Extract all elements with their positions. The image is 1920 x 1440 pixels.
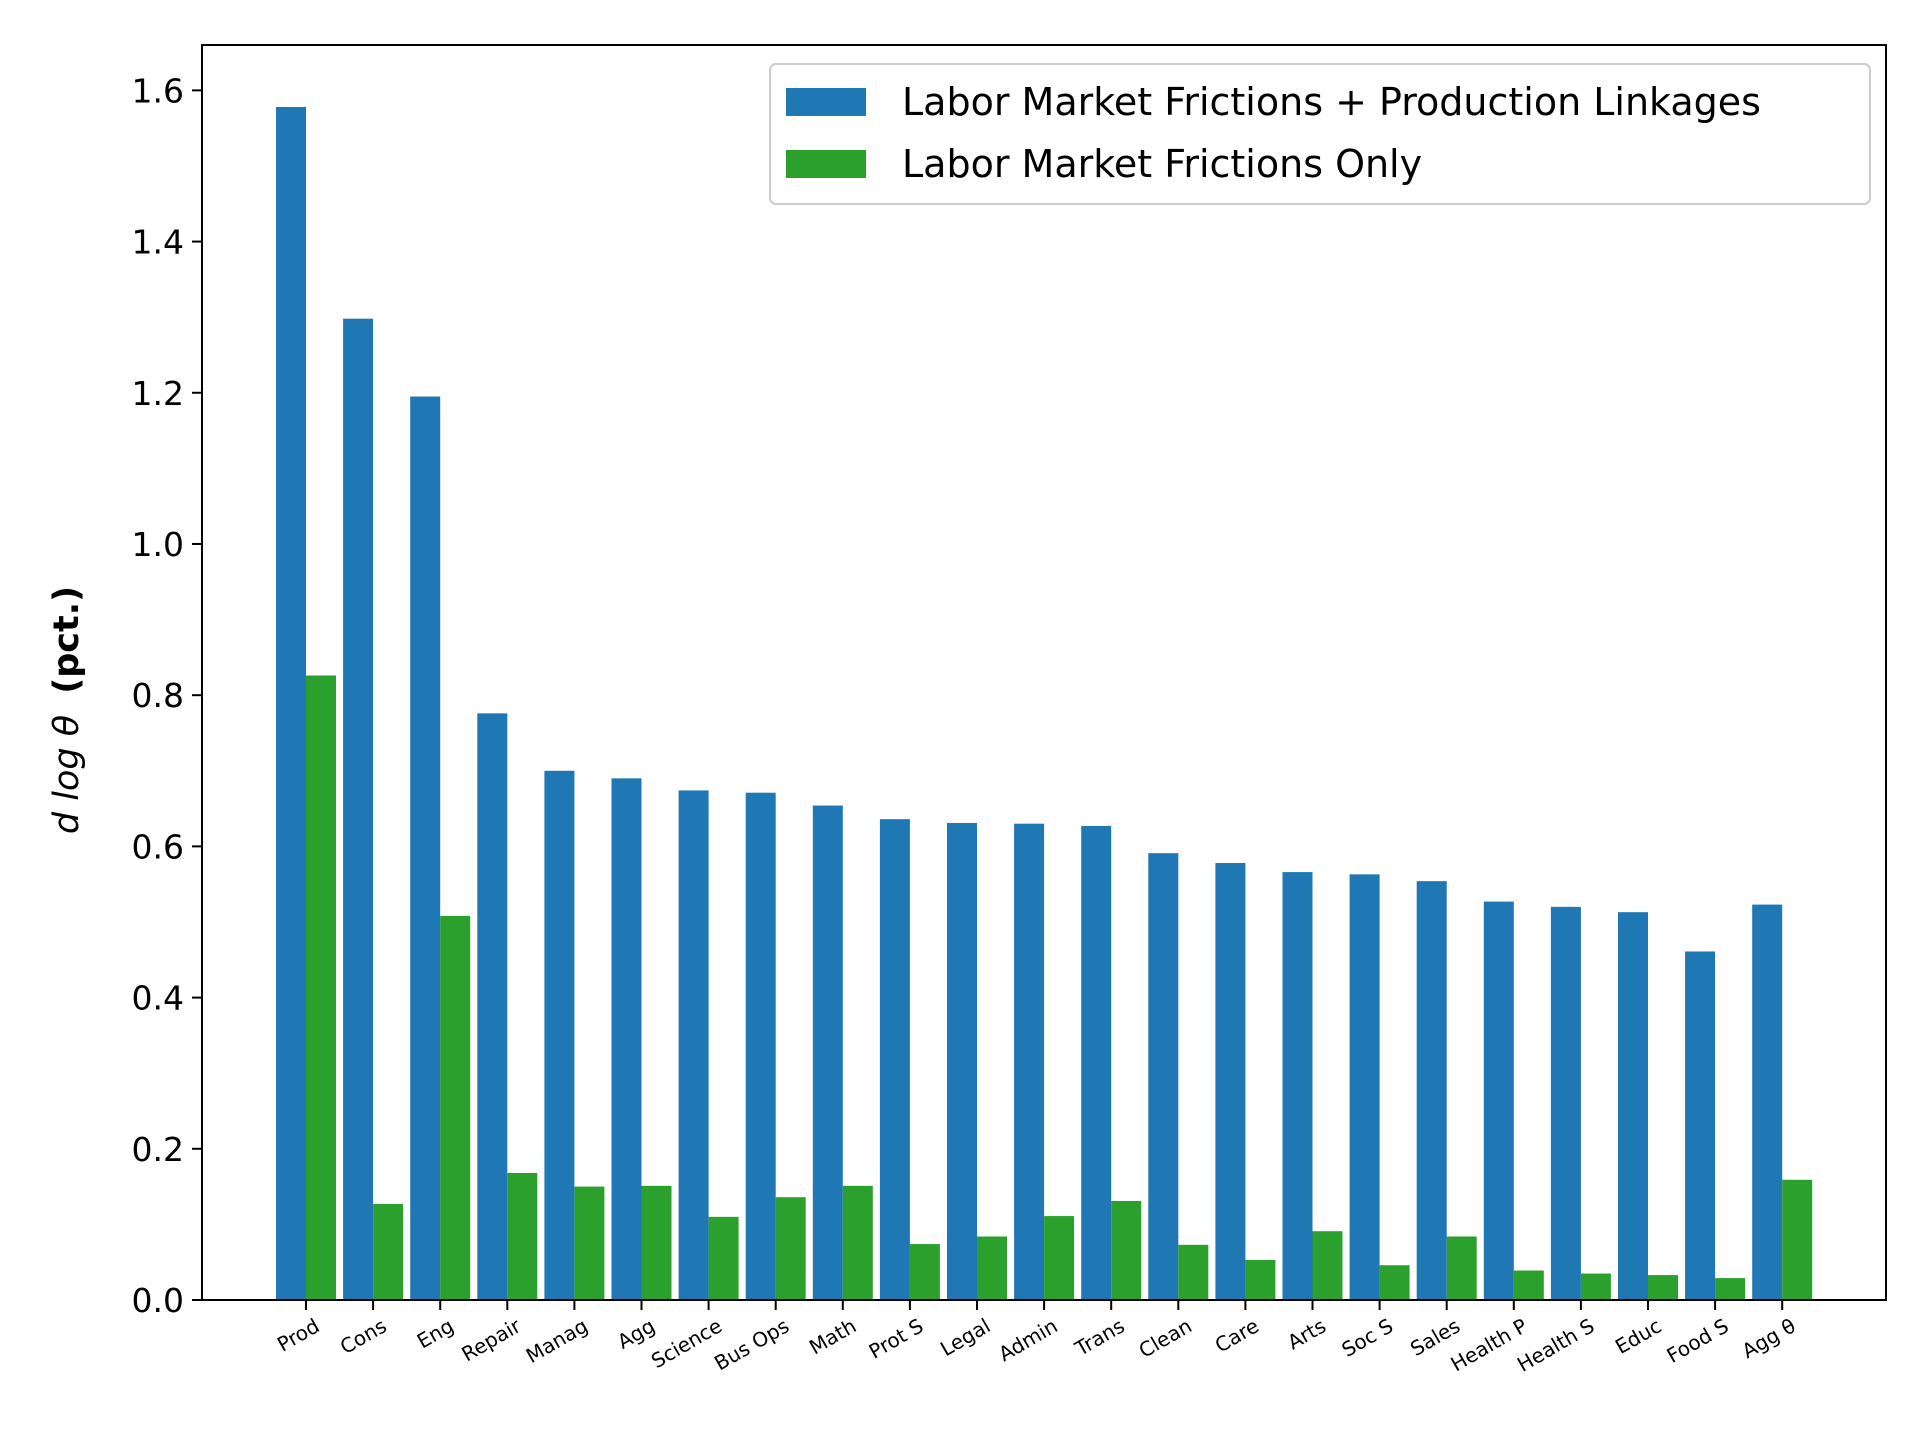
- y-tick-label-7: 1.4: [132, 223, 184, 262]
- bar-frictions-only-13: [1178, 1244, 1209, 1300]
- bar-frictions-only-17: [1446, 1236, 1477, 1300]
- bar-frictions-only-18: [1513, 1270, 1544, 1300]
- bar-frictions-only-14: [1245, 1259, 1276, 1300]
- y-tick-label-1: 0.2: [132, 1130, 184, 1169]
- bar-frictions-only-6: [708, 1216, 739, 1300]
- bar-frictions-only-19: [1580, 1273, 1611, 1300]
- y-tick-label-4: 0.8: [132, 676, 184, 715]
- bar-linkages-18: [1483, 901, 1514, 1300]
- bar-linkages-12: [1081, 825, 1112, 1300]
- legend-box: [769, 63, 1871, 205]
- bar-frictions-only-5: [641, 1185, 672, 1300]
- bar-frictions-only-0: [306, 675, 336, 1300]
- bar-frictions-only-9: [909, 1244, 940, 1300]
- bar-linkages-6: [678, 790, 709, 1300]
- bars-layer: [276, 106, 1813, 1300]
- y-tick-label-8: 1.6: [132, 71, 184, 110]
- bar-linkages-1: [343, 318, 374, 1300]
- bar-linkages-5: [611, 778, 642, 1300]
- bar-linkages-21: [1685, 951, 1716, 1300]
- bar-linkages-2: [410, 396, 441, 1300]
- bar-linkages-14: [1215, 863, 1246, 1300]
- bar-linkages-16: [1349, 874, 1380, 1300]
- bar-linkages-7: [745, 792, 776, 1300]
- bar-frictions-only-16: [1379, 1265, 1410, 1300]
- legend-swatch-1: [786, 150, 866, 178]
- legend-label-1: Labor Market Frictions Only: [902, 142, 1422, 186]
- bar-frictions-only-12: [1111, 1200, 1142, 1300]
- bar-linkages-8: [812, 805, 843, 1300]
- bar-linkages-13: [1148, 853, 1179, 1300]
- bar-linkages-0: [276, 106, 306, 1300]
- bar-linkages-15: [1282, 872, 1313, 1300]
- bar-frictions-only-10: [977, 1236, 1007, 1300]
- legend: Labor Market Frictions + Production Link…: [769, 63, 1871, 205]
- bar-linkages-4: [544, 770, 575, 1300]
- bar-linkages-19: [1550, 906, 1581, 1300]
- bar-linkages-9: [879, 819, 910, 1300]
- legend-label-0: Labor Market Frictions + Production Link…: [902, 80, 1761, 124]
- y-axis-label-math: d log θ: [47, 715, 87, 834]
- bar-linkages-3: [477, 713, 508, 1300]
- legend-swatch-0: [786, 88, 866, 116]
- bar-linkages-11: [1014, 823, 1045, 1300]
- y-tick-label-3: 0.6: [132, 827, 184, 866]
- bar-frictions-only-3: [507, 1172, 538, 1300]
- bar-frictions-only-15: [1312, 1231, 1343, 1300]
- bar-linkages-10: [947, 822, 977, 1300]
- plot-frame: [201, 44, 1887, 1301]
- bar-frictions-only-22: [1782, 1179, 1813, 1300]
- y-axis-label: d log θ (pct.): [47, 586, 87, 834]
- bar-frictions-only-7: [775, 1197, 806, 1300]
- bar-linkages-20: [1618, 912, 1648, 1300]
- bar-frictions-only-8: [842, 1185, 873, 1300]
- y-tick-label-0: 0.0: [132, 1281, 184, 1320]
- y-tick-label-2: 0.4: [132, 979, 184, 1018]
- bar-frictions-only-21: [1715, 1278, 1746, 1300]
- bar-frictions-only-11: [1044, 1216, 1075, 1300]
- y-axis: 0.0 0.2 0.4 0.6 0.8 1.0 1.2 1.4 1.6: [132, 71, 202, 1320]
- bar-frictions-only-4: [574, 1186, 605, 1300]
- y-tick-label-5: 1.0: [132, 525, 184, 564]
- y-tick-label-6: 1.2: [132, 374, 184, 413]
- bar-frictions-only-2: [440, 915, 471, 1300]
- y-axis-label-text: (pct.): [47, 586, 87, 694]
- bar-linkages-17: [1416, 881, 1447, 1300]
- bar-frictions-only-20: [1648, 1275, 1678, 1300]
- bar-linkages-22: [1752, 904, 1783, 1300]
- bar-frictions-only-1: [373, 1203, 404, 1300]
